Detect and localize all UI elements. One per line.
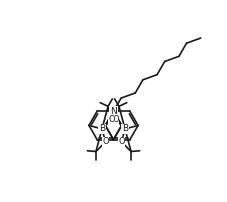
Text: O: O [112,115,119,124]
Text: N: N [110,107,117,116]
Text: O: O [118,138,125,146]
Text: O: O [102,138,109,146]
Text: O: O [108,115,115,124]
Text: B: B [99,124,105,133]
Text: B: B [122,124,128,133]
